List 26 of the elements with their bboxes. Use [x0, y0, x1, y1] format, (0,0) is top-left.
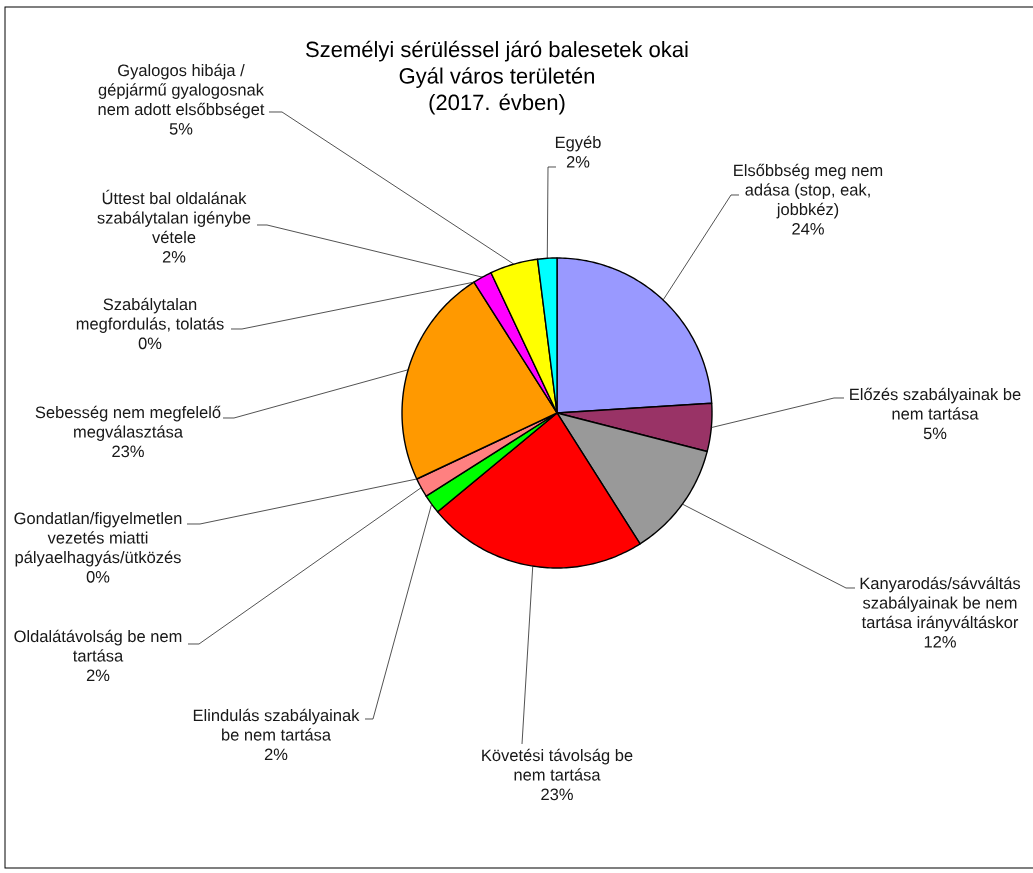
slice-label: Gyalogos hibája / gépjármű gyalogosnak nem adott elsőbbséget [98, 63, 265, 119]
data-label: 2% [86, 669, 110, 682]
data-label: 23% [112, 445, 144, 458]
data-label: 24% [792, 222, 824, 235]
slice-label: Oldalátávolság be nem tartása [14, 629, 182, 662]
text: 0% [86, 570, 110, 583]
category-label: Gondatlan/figyelmetlen vezetés miatti pályaelhagyás/ütközés [14, 512, 182, 567]
slice-label: Egyéb [555, 135, 601, 152]
data-label: 23% [541, 788, 573, 801]
slice-label: Kanyarodás/sávváltás szabályainak be nem tartása irányváltáskor [860, 576, 1021, 632]
data-label: 5% [169, 123, 193, 135]
slice-label: Sebesség nem megfelelő megválasztása [35, 405, 221, 441]
data-label: 2% [566, 155, 590, 168]
slice-label: Követési távolság be nem tartása [482, 748, 633, 781]
category-label: Szabálytalan megfordulás, tolatás [76, 297, 224, 333]
slice-label: Elsőbbség meg nem adása (stop, eak, jobbkéz) [734, 163, 883, 219]
data-label: 2% [162, 250, 186, 263]
chart-title: Személyi sérüléssel járó balesetek okai Gyál város területén [306, 40, 688, 89]
data-label: 5% [923, 427, 947, 440]
text: 0% [138, 337, 162, 350]
text: (2017. évben) [429, 93, 565, 115]
slice-label: Elindulás szabályainak be nem tartása [193, 708, 360, 741]
data-label: 12% [924, 635, 956, 648]
slice-label: Úttest bal oldalának szabálytalan igénybe vétele [97, 189, 251, 244]
data-label: 2% [264, 748, 288, 761]
slice-label: Előzés szabályainak be nem tartása [850, 387, 1021, 420]
